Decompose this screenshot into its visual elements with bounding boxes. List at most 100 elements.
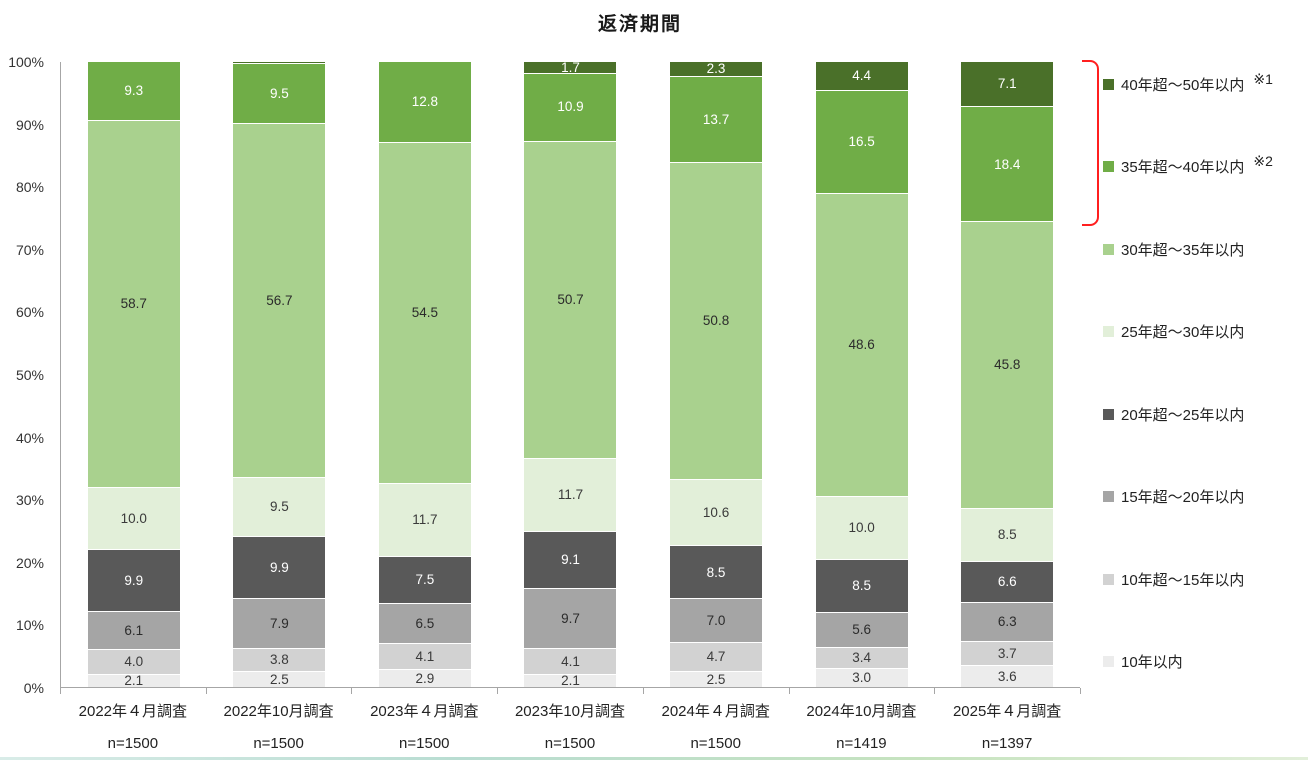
bar-segment: 6.1: [87, 610, 180, 649]
y-tick-label: 80%: [15, 179, 44, 196]
x-axis-label: 2023年10月調査 n=1500: [497, 700, 643, 752]
segment-value-label: 9.5: [269, 85, 289, 101]
x-tick-mark: [642, 688, 644, 694]
bottom-edge-accent: [0, 757, 1308, 760]
segment-value-label: 4.4: [852, 68, 872, 83]
y-tick-label: 10%: [15, 617, 44, 634]
segment-value-label: 12.8: [411, 94, 439, 110]
segment-value-label: 5.6: [852, 622, 872, 638]
segment-value-label: 8.5: [706, 564, 726, 580]
bar-slot: 3.6 3.7 6.3 6.6 8.5 45.8 18.4 7.1: [934, 62, 1080, 687]
bar-segment: 45.8: [961, 221, 1054, 508]
stacked-bar: 2.1 4.1 9.7 9.1 11.7 50.7 10.9 1.7: [524, 59, 617, 689]
legend-note: ※1: [1253, 71, 1273, 87]
sample-size-label: n=1500: [690, 735, 741, 752]
bar-slot: 2.5 4.7 7.0 8.5 10.6 50.8 13.7 2.3: [643, 61, 789, 687]
category-label: 2023年10月調査: [514, 703, 626, 720]
bar-segment: 58.7: [87, 120, 180, 487]
stacked-bar: 3.6 3.7 6.3 6.6 8.5 45.8 18.4 7.1: [961, 62, 1054, 687]
highlight-bracket: [1082, 60, 1099, 226]
segment-value-label: 3.6: [997, 668, 1017, 684]
legend-note: ※2: [1253, 153, 1273, 170]
x-tick-mark: [1080, 688, 1081, 694]
bar-segment: 50.7: [524, 140, 617, 458]
segment-value-label: 6.3: [997, 614, 1017, 630]
bar-segment: 4.0: [87, 648, 180, 674]
segment-value-label: 4.7: [706, 649, 726, 665]
bar-slot: 2.5 3.8 7.9 9.9 9.5 56.7 9.5: [207, 62, 353, 687]
legend-item: 25年超～30年以内: [1103, 321, 1305, 342]
segment-value-label: 50.8: [702, 313, 730, 329]
bar-segment: 10.0: [87, 486, 180, 549]
bar-segment: 4.4: [815, 62, 908, 90]
legend-swatch: [1103, 326, 1114, 338]
x-axis-label: 2022年10月調査 n=1500: [206, 700, 352, 752]
segment-value-label: 3.7: [997, 645, 1017, 661]
segment-value-label: 10.9: [557, 99, 584, 115]
bar-segment: 9.7: [524, 587, 617, 649]
legend-item: 10年超～15年以内: [1103, 569, 1305, 590]
bar-segment: 5.6: [815, 612, 908, 647]
y-axis: 100% 90% 80% 70% 60% 50% 40% 30% 20% 10% 0%: [0, 54, 52, 696]
x-tick-mark: [205, 688, 207, 694]
x-axis-ticks: [60, 688, 1081, 695]
segment-value-label: 4.1: [561, 653, 580, 669]
legend-swatch: [1103, 573, 1114, 585]
bar-segment: 10.9: [524, 72, 617, 141]
segment-value-label: 54.5: [411, 305, 439, 321]
legend-swatch: [1103, 79, 1114, 90]
bar-segment: 4.1: [524, 648, 617, 674]
bar-segment: 9.1: [524, 530, 617, 588]
stacked-bar: 2.5 4.7 7.0 8.5 10.6 50.8 13.7 2.3: [670, 61, 763, 687]
segment-value-label: 6.5: [415, 615, 435, 631]
segment-value-label: 1.7: [561, 59, 580, 75]
bar-segment: 9.9: [233, 536, 326, 599]
bar-segment: 9.3: [87, 62, 180, 121]
bar-segment: 1.7: [524, 59, 617, 75]
bar-segment: 50.8: [670, 161, 763, 480]
bar-slot: 2.1 4.0 6.1 9.9 10.0 58.7 9.3: [61, 62, 207, 687]
stacked-bar: 3.0 3.4 5.6 8.5 10.0 48.6 16.5 4.4: [815, 62, 908, 687]
segment-value-label: 8.5: [997, 526, 1017, 542]
legend-swatch: [1103, 491, 1114, 503]
segment-value-label: 3.0: [852, 670, 872, 686]
bar-slot: 2.9 4.1 6.5 7.5 11.7 54.5 12.8: [352, 62, 498, 687]
sample-size-label: n=1500: [544, 735, 596, 752]
segment-value-label: 9.9: [124, 572, 144, 588]
legend-item: 10年以内: [1103, 651, 1305, 672]
bar-segment: 2.1: [87, 673, 180, 687]
bar-segment: 48.6: [815, 192, 908, 497]
y-tick-label: 20%: [15, 554, 44, 571]
y-tick-label: 50%: [15, 367, 44, 383]
segment-value-label: 4.1: [415, 648, 435, 664]
bar-segment: 54.5: [378, 142, 471, 483]
legend-item: 15年超～20年以内: [1103, 486, 1305, 507]
legend-label: 40年超～50年以内: [1121, 77, 1245, 94]
legend-label: 10年超～15年以内: [1121, 571, 1245, 589]
bar-segment: 12.8: [378, 62, 471, 142]
bar-segment: 6.3: [961, 602, 1054, 642]
legend-label: 10年以内: [1121, 653, 1183, 671]
x-axis-label: 2024年10月調査 n=1419: [789, 700, 935, 752]
segment-value-label: 2.1: [561, 673, 580, 689]
bar-segment: 13.7: [670, 76, 763, 162]
bar-segment: 4.1: [378, 643, 471, 669]
segment-value-label: 7.1: [997, 76, 1017, 92]
bar-segment: 16.5: [815, 89, 908, 193]
segment-value-label: 45.8: [994, 357, 1021, 373]
segment-value-label: 18.4: [994, 156, 1021, 172]
plot-area: 2.1 4.0 6.1 9.9 10.0 58.7 9.3 2.5 3.8 7.9 9.9 9.5 56…: [60, 59, 1080, 689]
bar-segment: 9.5: [233, 477, 326, 537]
legend-item: 20年超～25年以内: [1103, 404, 1305, 425]
category-label: 2023年４月調査: [370, 703, 479, 720]
bar-segment: 2.5: [233, 671, 326, 687]
bar-segment: 7.5: [378, 555, 471, 603]
segment-value-label: 58.7: [120, 296, 147, 312]
bar-segment: 3.4: [815, 647, 908, 669]
bar-segment: 9.9: [87, 549, 180, 611]
y-tick-label: 70%: [15, 241, 44, 258]
x-tick-mark: [788, 688, 790, 694]
legend-swatch: [1103, 161, 1114, 173]
segment-value-label: 16.5: [848, 133, 875, 149]
